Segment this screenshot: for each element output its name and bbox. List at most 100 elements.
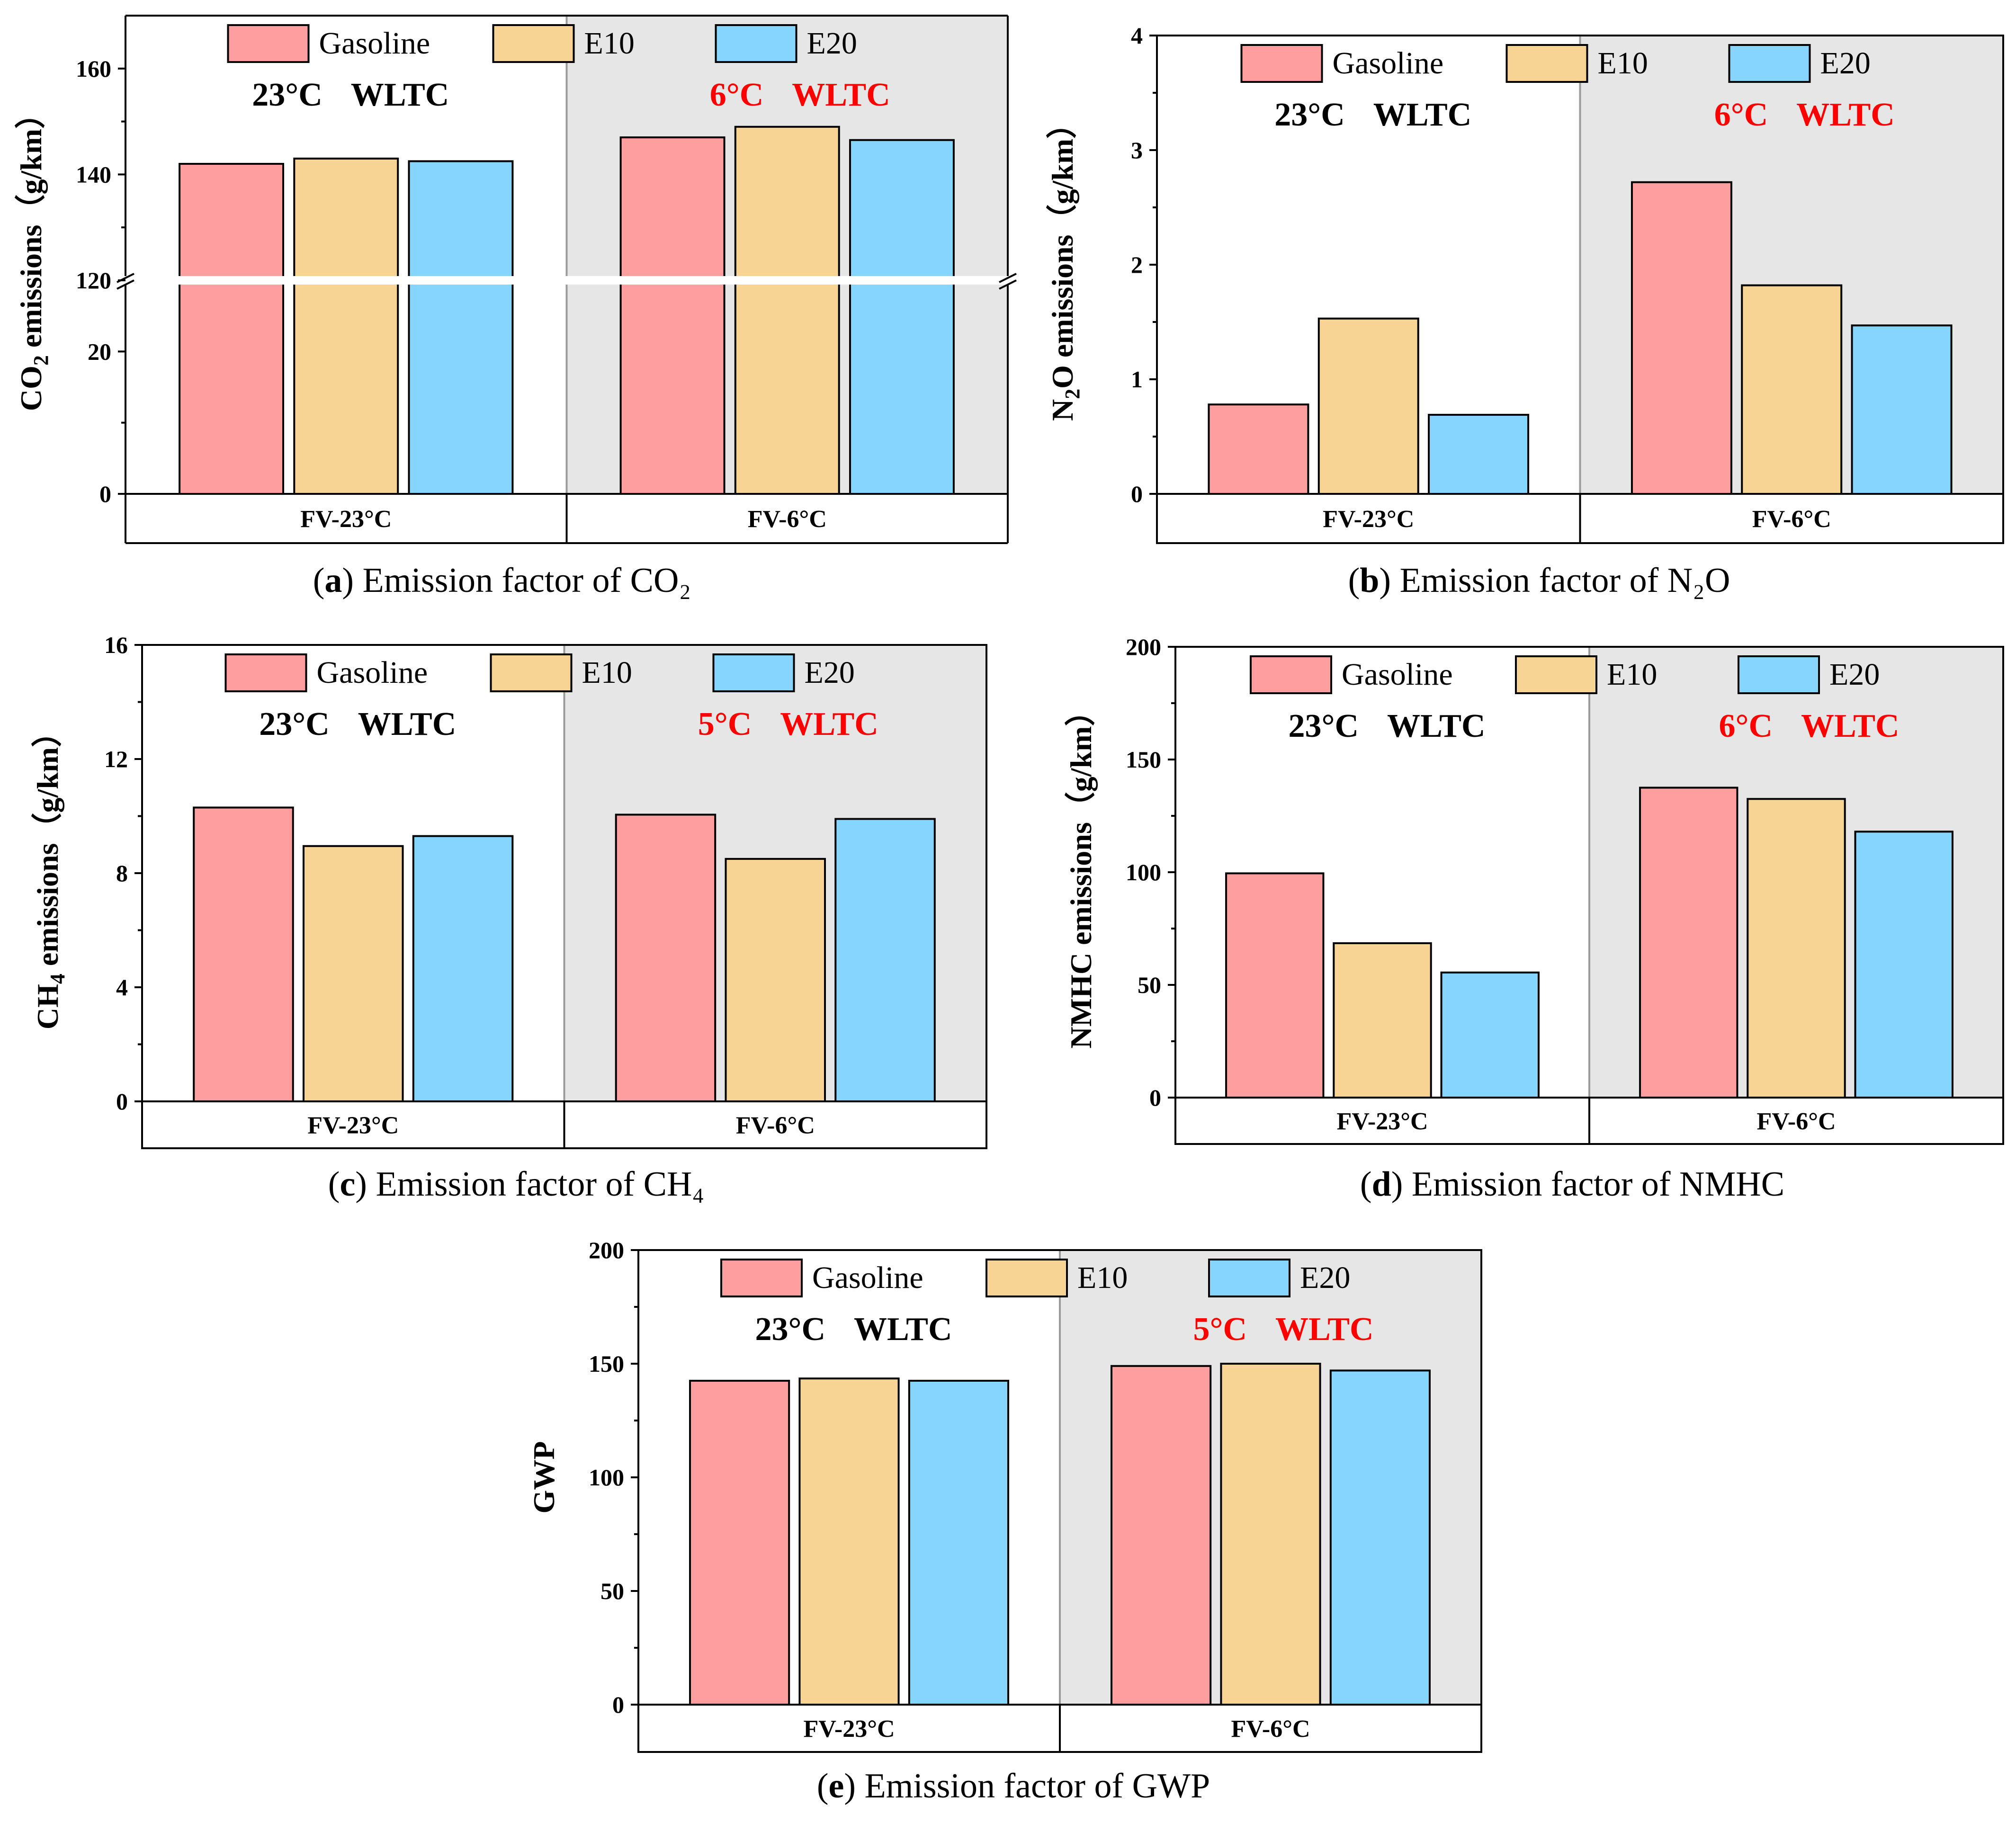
y-axis-label-part: N [1046, 399, 1079, 421]
panel-caption: (e) Emission factor of GWP [817, 1767, 1210, 1805]
y-tick-label: 2 [1131, 251, 1143, 278]
legend-swatch-e10 [490, 653, 573, 692]
caption-letter: d [1372, 1165, 1391, 1204]
y-tick-label: 0 [1131, 481, 1143, 507]
y-axis-label-part: GWP [527, 1441, 561, 1514]
y-axis-label-part: O emissions（g/km） [1046, 108, 1079, 389]
y-tick-label: 100 [1126, 859, 1161, 885]
y-tick-label: 100 [589, 1464, 624, 1491]
panel-caption: (c) Emission factor of CH₄ [328, 1165, 704, 1204]
legend-swatch-e10 [986, 1259, 1068, 1297]
chart-a: FV-23°C FV-6°C 0 20 120 140 160 CO2 emissions（g… [14, 15, 1027, 600]
condition-temp-warm: 23°C [755, 1311, 825, 1348]
y-tick-label: 140 [76, 161, 111, 188]
bar-e20-warm [908, 1380, 1009, 1706]
condition-cycle-cold: WLTC [1801, 708, 1900, 744]
y-axis-label-part: NMHC emissions（g/km） [1064, 696, 1098, 1049]
panel-caption: (d) Emission factor of NMHC [1360, 1165, 1784, 1204]
caption-paren-close: ) [342, 561, 362, 600]
y-axis-label: CO2 emissions（g/km） [14, 98, 53, 411]
legend-label-e10: E10 [1077, 1260, 1128, 1295]
bar-e10-cold [734, 125, 840, 495]
y-tick-label: 12 [104, 746, 128, 772]
axis-break-mark-right-1 [999, 273, 1017, 283]
caption-paren-open: ( [1348, 561, 1360, 600]
y-tick-label: 3 [1131, 137, 1143, 163]
bar-e20-cold [849, 139, 955, 495]
panel-caption: (a) Emission factor of CO₂ [313, 561, 691, 600]
caption-letter: c [340, 1165, 355, 1204]
y-tick-label: 50 [600, 1578, 624, 1604]
caption-letter: b [1360, 561, 1379, 600]
condition-temp-cold: 6°C [1719, 708, 1773, 744]
condition-temp-cold: 5°C [698, 706, 752, 742]
caption-paren-open: ( [328, 1165, 340, 1204]
y-tick-label: 0 [612, 1691, 624, 1718]
legend-label-e20: E20 [1820, 46, 1871, 80]
legend-swatch-e20 [715, 24, 797, 63]
bar-e10-warm [293, 157, 399, 495]
y-tick-label: 20 [88, 338, 111, 365]
condition-temp-warm: 23°C [259, 706, 330, 742]
caption-text: Emission factor of GWP [865, 1767, 1210, 1805]
legend-label-e10: E10 [582, 655, 632, 690]
y-axis-label: N2O emissions（g/km） [1046, 108, 1084, 421]
caption-text: Emission factor of CO₂ [363, 561, 691, 600]
bar-e10-warm [1333, 942, 1432, 1099]
y-tick-label: 0 [1149, 1084, 1161, 1111]
y-axis-label-part: CO [14, 366, 48, 411]
legend-label-gasoline: Gasoline [319, 26, 430, 61]
legend-swatch-e20 [712, 653, 795, 692]
y-tick-label: 200 [589, 1237, 624, 1263]
legend-swatch-e20 [1208, 1259, 1290, 1297]
group-label-cold: FV-6°C [748, 506, 827, 533]
legend-swatch-e20 [1728, 44, 1811, 83]
axis-break-band [107, 276, 1027, 285]
condition-cycle-cold: WLTC [1275, 1311, 1374, 1348]
condition-temp-warm: 23°C [1274, 97, 1345, 133]
legend-swatch-gasoline [720, 1259, 803, 1297]
y-tick-label: 150 [589, 1350, 624, 1377]
caption-paren-close: ) [1379, 561, 1399, 600]
legend-label-gasoline: Gasoline [812, 1260, 923, 1295]
legend-label-e10: E10 [584, 26, 635, 61]
condition-cycle-warm: WLTC [351, 77, 449, 113]
caption-paren-open: ( [1360, 1165, 1372, 1204]
group-label-warm: FV-23°C [300, 506, 392, 533]
bar-e10-cold [1741, 284, 1843, 495]
legend-label-e10: E10 [1598, 46, 1648, 80]
legend-swatch-e20 [1738, 655, 1820, 694]
chart-e: FV-23°C FV-6°C 0 50 100 150 200 GWP Gasoline E10 E… [527, 1237, 1482, 1805]
legend-swatch-gasoline [1250, 655, 1332, 694]
group-label-cold: FV-6°C [736, 1112, 815, 1139]
condition-cycle-warm: WLTC [854, 1311, 952, 1348]
y-tick-label: 8 [116, 860, 128, 886]
bar-gasoline-cold [1631, 181, 1732, 495]
bar-e20-warm [1428, 414, 1530, 495]
legend-label-e20: E20 [1300, 1260, 1350, 1295]
legend-label-e20: E20 [805, 655, 855, 690]
y-axis-label-part: 2 [1061, 389, 1084, 399]
bar-gasoline-warm [1208, 403, 1309, 495]
group-label-warm: FV-23°C [1323, 506, 1414, 533]
bar-e10-warm [1317, 317, 1419, 495]
y-axis-label: NMHC emissions（g/km） [1064, 696, 1098, 1049]
condition-cycle-cold: WLTC [1796, 97, 1895, 133]
bar-e20-cold [1854, 831, 1953, 1099]
condition-temp-cold: 6°C [710, 77, 764, 113]
bar-gasoline-warm [193, 806, 294, 1103]
group-label-cold: FV-6°C [1756, 1108, 1836, 1135]
condition-cycle-cold: WLTC [780, 706, 878, 742]
y-axis-label-part: 2 [29, 355, 53, 366]
y-tick-label: 0 [116, 1088, 128, 1115]
y-tick-label: 50 [1138, 972, 1161, 998]
bar-e10-warm [798, 1377, 900, 1706]
caption-text: Emission factor of NMHC [1412, 1165, 1784, 1204]
y-tick-label: 160 [76, 55, 111, 82]
y-tick-label: 120 [76, 267, 111, 294]
condition-cycle-warm: WLTC [1387, 708, 1486, 744]
caption-paren-close: ) [1391, 1165, 1412, 1204]
y-axis-label-part: emissions（g/km） [14, 98, 48, 355]
